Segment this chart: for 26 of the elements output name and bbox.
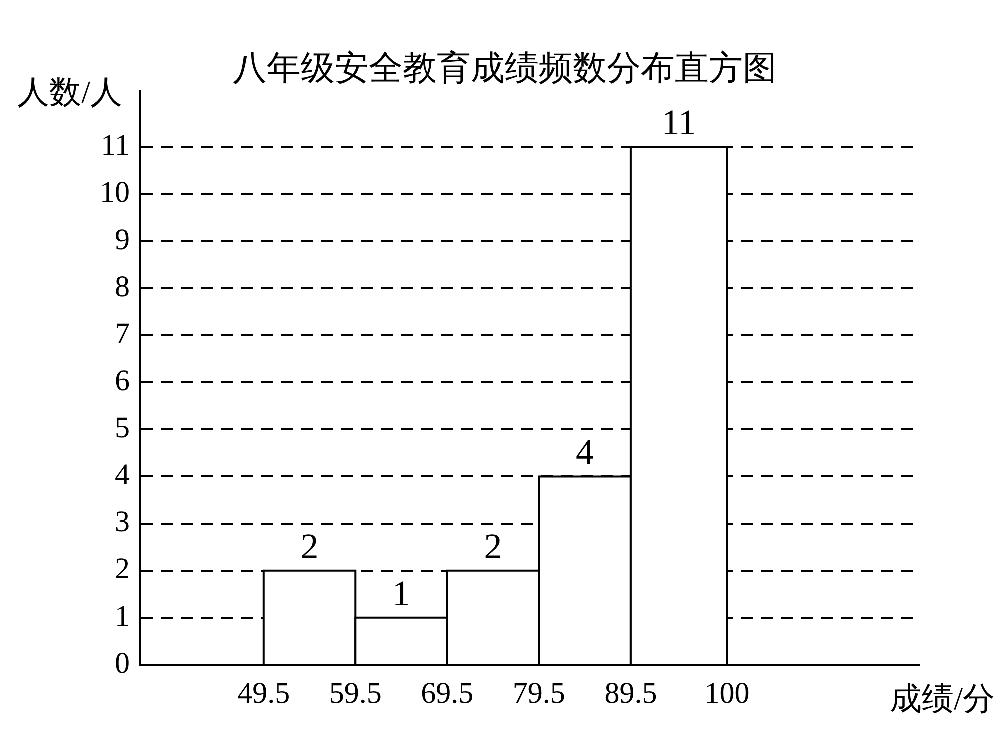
y-tick-label: 8 — [115, 270, 130, 304]
data-label: 1 — [392, 573, 411, 614]
y-tick-label: 3 — [115, 506, 130, 539]
x-tick-label: 79.5 — [512, 676, 566, 710]
y-tick-label: 5 — [115, 412, 130, 445]
data-label: 11 — [662, 102, 696, 143]
y-tick-label: 7 — [115, 317, 130, 350]
y-tick-label: 6 — [115, 364, 130, 398]
y-tick-label: 1 — [115, 600, 130, 633]
y-tick-label: 2 — [115, 552, 130, 586]
x-tick-label: 69.5 — [421, 676, 474, 710]
x-tick-label: 89.5 — [604, 676, 658, 710]
chart-title: 八年级安全教育成绩频数分布直方图 — [233, 49, 777, 88]
x-axis-title: 成绩/分 — [890, 680, 995, 716]
x-tick-label: 100 — [704, 676, 750, 710]
data-label: 2 — [300, 526, 319, 566]
y-tick-label: 11 — [101, 129, 130, 162]
y-tick-label: 9 — [115, 223, 130, 256]
y-axis-title: 人数/人 — [18, 74, 122, 110]
x-tick-label: 49.5 — [238, 676, 290, 710]
y-tick-label: 4 — [115, 458, 130, 492]
data-label: 4 — [576, 432, 594, 472]
y-tick-label: 0 — [115, 646, 130, 680]
y-tick-label: 10 — [100, 176, 130, 210]
x-tick-label: 59.5 — [329, 676, 382, 710]
data-label: 2 — [484, 526, 502, 566]
